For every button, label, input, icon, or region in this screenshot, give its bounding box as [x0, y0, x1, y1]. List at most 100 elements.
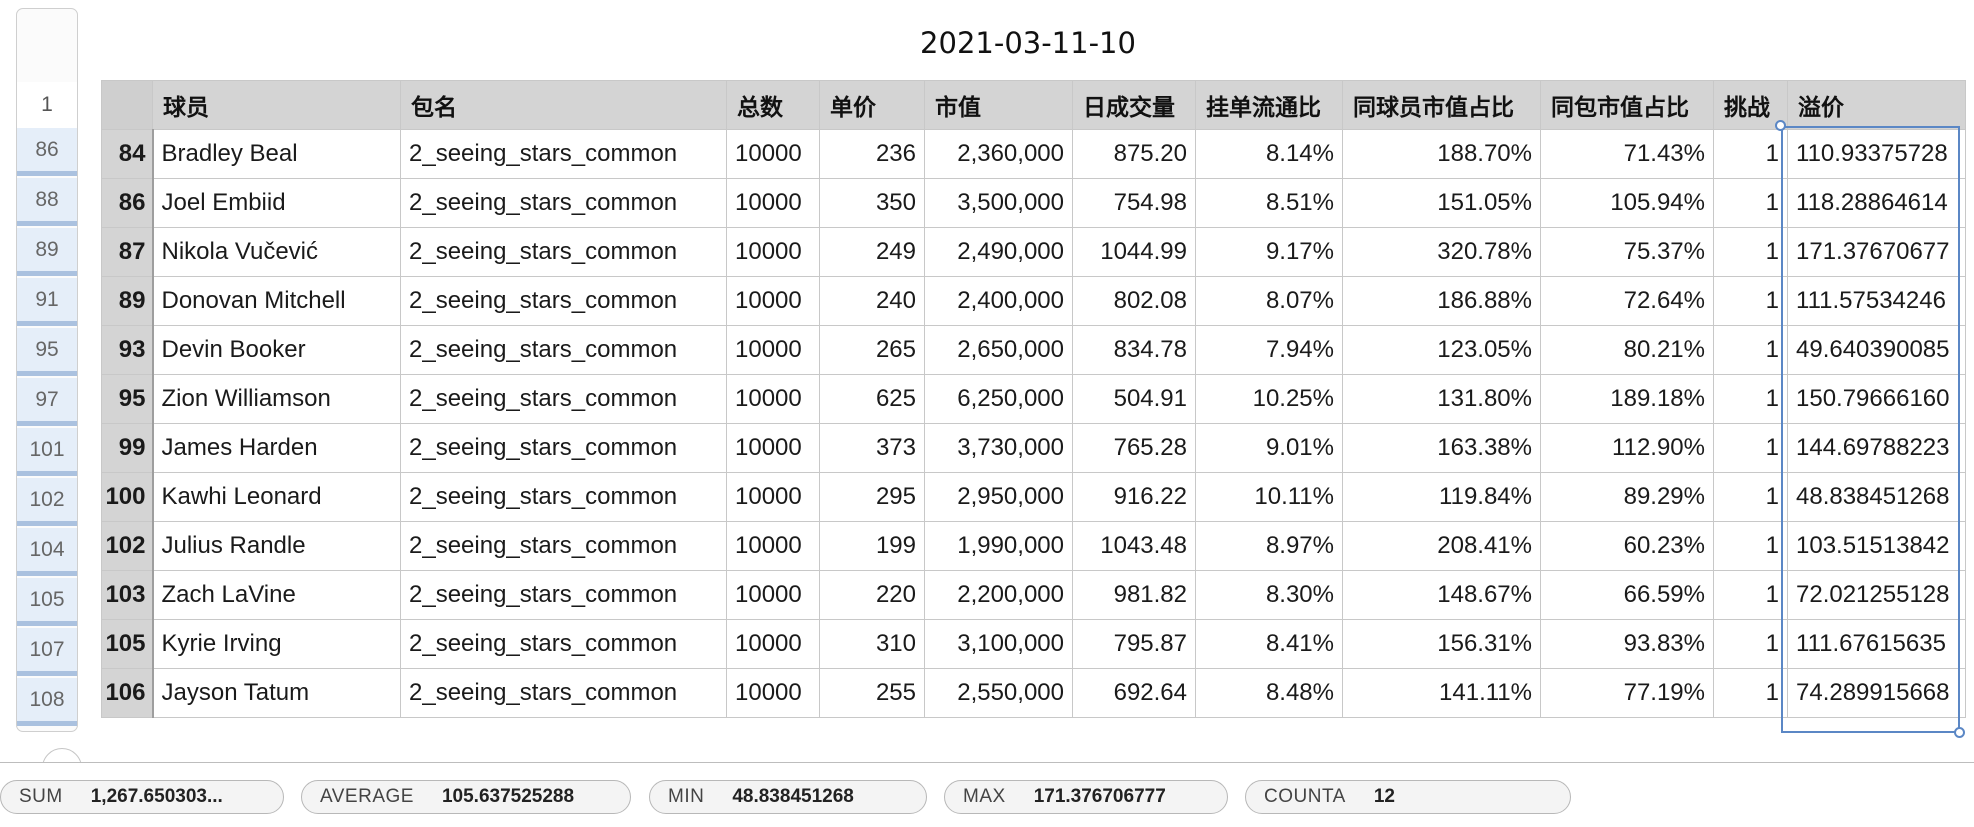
- corner-cell[interactable]: [101, 80, 153, 130]
- table-cell[interactable]: 6,250,000: [924, 374, 1073, 424]
- table-cell[interactable]: 255: [819, 668, 925, 718]
- table-cell[interactable]: 148.67%: [1342, 570, 1541, 620]
- table-cell[interactable]: 8.97%: [1195, 521, 1343, 571]
- table-cell[interactable]: 8.07%: [1195, 276, 1343, 326]
- table-cell[interactable]: 834.78: [1072, 325, 1196, 375]
- table-cell[interactable]: 10000: [726, 227, 820, 277]
- table-cell[interactable]: Nikola Vučević: [152, 227, 401, 277]
- table-cell[interactable]: 249: [819, 227, 925, 277]
- row-number[interactable]: 108: [17, 678, 77, 726]
- table-cell[interactable]: 373: [819, 423, 925, 473]
- table-cell[interactable]: 350: [819, 178, 925, 228]
- table-cell[interactable]: 10000: [726, 276, 820, 326]
- table-cell[interactable]: 3,500,000: [924, 178, 1073, 228]
- table-cell[interactable]: 2_seeing_stars_common: [400, 129, 727, 179]
- table-cell[interactable]: 2,950,000: [924, 472, 1073, 522]
- table-cell[interactable]: 72.64%: [1540, 276, 1714, 326]
- table-cell[interactable]: 2_seeing_stars_common: [400, 472, 727, 522]
- table-cell[interactable]: 10.11%: [1195, 472, 1343, 522]
- table-cell[interactable]: 981.82: [1072, 570, 1196, 620]
- row-index-cell[interactable]: 89: [101, 276, 154, 326]
- table-cell[interactable]: 8.30%: [1195, 570, 1343, 620]
- row-number[interactable]: 101: [17, 428, 77, 476]
- row-index-cell[interactable]: 93: [101, 325, 154, 375]
- sum-pill[interactable]: SUM 1,267.650303...: [0, 780, 284, 814]
- row-number[interactable]: 97: [17, 378, 77, 426]
- table-cell[interactable]: 8.51%: [1195, 178, 1343, 228]
- table-cell[interactable]: Zach LaVine: [152, 570, 401, 620]
- table-cell[interactable]: Zion Williamson: [152, 374, 401, 424]
- table-cell[interactable]: 3,100,000: [924, 619, 1073, 669]
- table-cell[interactable]: 72.021255128: [1787, 570, 1966, 620]
- table-cell[interactable]: 2,550,000: [924, 668, 1073, 718]
- table-cell[interactable]: Kyrie Irving: [152, 619, 401, 669]
- table-cell[interactable]: James Harden: [152, 423, 401, 473]
- table-cell[interactable]: 754.98: [1072, 178, 1196, 228]
- table-cell[interactable]: 295: [819, 472, 925, 522]
- table-cell[interactable]: Jayson Tatum: [152, 668, 401, 718]
- table-cell[interactable]: 8.41%: [1195, 619, 1343, 669]
- table-cell[interactable]: 118.28864614: [1787, 178, 1966, 228]
- row-index-cell[interactable]: 87: [101, 227, 154, 277]
- row-index-cell[interactable]: 84: [101, 129, 154, 179]
- table-cell[interactable]: 3,730,000: [924, 423, 1073, 473]
- table-cell[interactable]: 150.79666160: [1787, 374, 1966, 424]
- table-cell[interactable]: 2_seeing_stars_common: [400, 619, 727, 669]
- min-pill[interactable]: MIN 48.838451268: [649, 780, 927, 814]
- table-cell[interactable]: 2_seeing_stars_common: [400, 325, 727, 375]
- table-cell[interactable]: 220: [819, 570, 925, 620]
- table-cell[interactable]: 123.05%: [1342, 325, 1541, 375]
- table-cell[interactable]: 2,200,000: [924, 570, 1073, 620]
- table-cell[interactable]: Donovan Mitchell: [152, 276, 401, 326]
- column-header[interactable]: 同包市值占比: [1540, 80, 1714, 130]
- table-cell[interactable]: 240: [819, 276, 925, 326]
- table-cell[interactable]: Joel Embiid: [152, 178, 401, 228]
- table-cell[interactable]: 2_seeing_stars_common: [400, 423, 727, 473]
- table-cell[interactable]: 1043.48: [1072, 521, 1196, 571]
- table-cell[interactable]: 10000: [726, 472, 820, 522]
- row-index-cell[interactable]: 100: [101, 472, 154, 522]
- row-index-cell[interactable]: 102: [101, 521, 154, 571]
- table-cell[interactable]: 310: [819, 619, 925, 669]
- table-cell[interactable]: 131.80%: [1342, 374, 1541, 424]
- table-cell[interactable]: 625: [819, 374, 925, 424]
- table-cell[interactable]: 2_seeing_stars_common: [400, 178, 727, 228]
- table-cell[interactable]: 171.37670677: [1787, 227, 1966, 277]
- table-cell[interactable]: 10000: [726, 423, 820, 473]
- table-cell[interactable]: 875.20: [1072, 129, 1196, 179]
- table-cell[interactable]: 188.70%: [1342, 129, 1541, 179]
- column-header[interactable]: 包名: [400, 80, 727, 130]
- table-cell[interactable]: 236: [819, 129, 925, 179]
- row-number[interactable]: 86: [17, 128, 77, 176]
- table-cell[interactable]: 2,400,000: [924, 276, 1073, 326]
- table-cell[interactable]: 692.64: [1072, 668, 1196, 718]
- table-cell[interactable]: 189.18%: [1540, 374, 1714, 424]
- table-cell[interactable]: 10000: [726, 374, 820, 424]
- table-cell[interactable]: 8.14%: [1195, 129, 1343, 179]
- table-cell[interactable]: 141.11%: [1342, 668, 1541, 718]
- table-cell[interactable]: 10000: [726, 178, 820, 228]
- table-cell[interactable]: 48.838451268: [1787, 472, 1966, 522]
- table-cell[interactable]: 163.38%: [1342, 423, 1541, 473]
- table-cell[interactable]: 60.23%: [1540, 521, 1714, 571]
- table-cell[interactable]: 49.640390085: [1787, 325, 1966, 375]
- table-cell[interactable]: 75.37%: [1540, 227, 1714, 277]
- column-header[interactable]: 挂单流通比: [1195, 80, 1343, 130]
- row-number[interactable]: 88: [17, 178, 77, 226]
- table-cell[interactable]: 111.57534246: [1787, 276, 1966, 326]
- table-cell[interactable]: 93.83%: [1540, 619, 1714, 669]
- table-cell[interactable]: 156.31%: [1342, 619, 1541, 669]
- table-cell[interactable]: 8.48%: [1195, 668, 1343, 718]
- column-header[interactable]: 单价: [819, 80, 925, 130]
- table-cell[interactable]: 199: [819, 521, 925, 571]
- row-number[interactable]: 104: [17, 528, 77, 576]
- table-cell[interactable]: 1: [1713, 178, 1788, 228]
- table-cell[interactable]: 2_seeing_stars_common: [400, 521, 727, 571]
- table-cell[interactable]: 2,360,000: [924, 129, 1073, 179]
- table-cell[interactable]: Bradley Beal: [152, 129, 401, 179]
- row-index-cell[interactable]: 99: [101, 423, 154, 473]
- table-cell[interactable]: 144.69788223: [1787, 423, 1966, 473]
- table-cell[interactable]: 10000: [726, 325, 820, 375]
- table-cell[interactable]: 119.84%: [1342, 472, 1541, 522]
- row-number[interactable]: 95: [17, 328, 77, 376]
